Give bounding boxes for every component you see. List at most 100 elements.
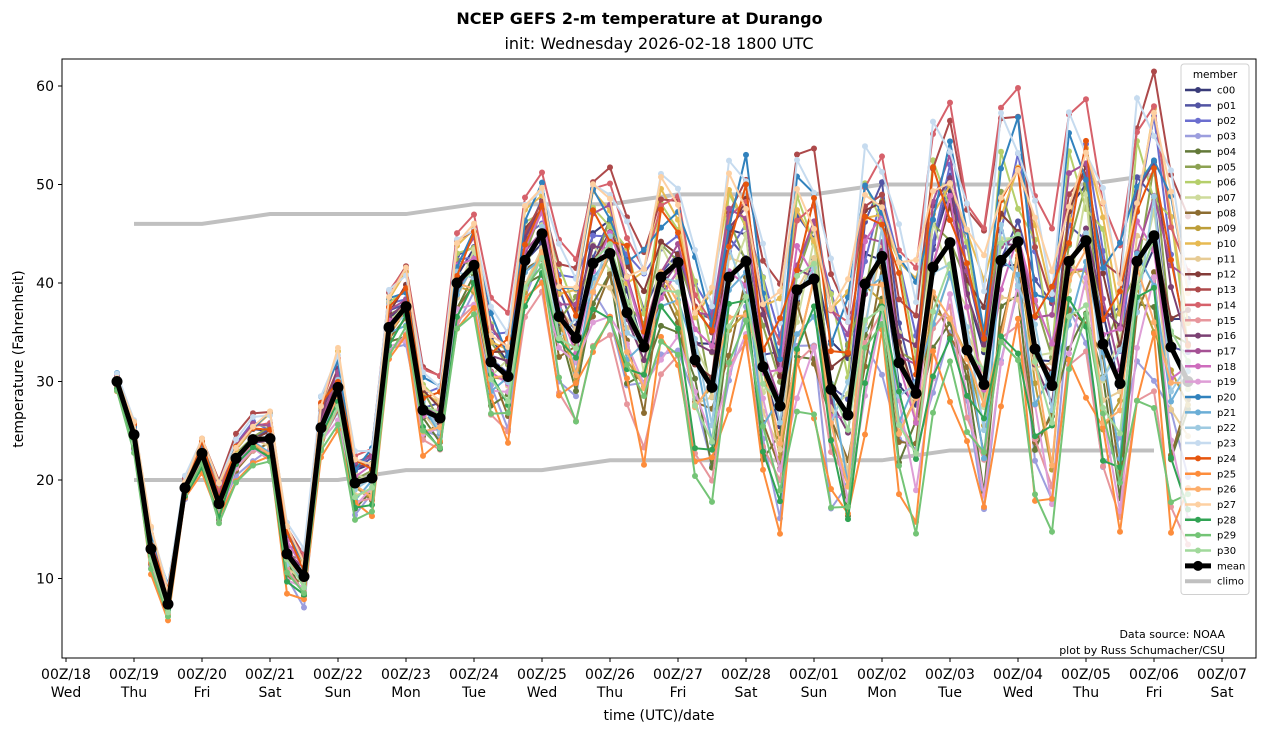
credit-annotation: plot by Russ Schumacher/CSU <box>1059 644 1225 657</box>
point-p08 <box>896 438 902 445</box>
point-p24 <box>573 312 579 319</box>
legend-item-p01: p01 <box>1185 101 1236 112</box>
point-p20 <box>1100 265 1106 272</box>
y-tick-label: 20 <box>36 473 54 489</box>
point-p24 <box>403 285 409 292</box>
point-p30 <box>794 272 800 279</box>
point-p22 <box>624 329 630 336</box>
point-p29 <box>420 427 426 434</box>
legend-item-p02: p02 <box>1185 116 1236 127</box>
point-p26 <box>896 430 902 437</box>
point-p14 <box>947 99 953 106</box>
point-p14 <box>794 217 800 224</box>
point-p27 <box>777 288 783 295</box>
point-p30 <box>1083 302 1089 309</box>
point-p24 <box>454 273 460 280</box>
x-tick-day-label: Tue <box>937 685 962 701</box>
x-tick-day-label: Tue <box>461 685 486 701</box>
point-p11 <box>607 284 613 291</box>
point-mean <box>145 543 157 555</box>
point-p27 <box>692 309 698 316</box>
point-p27 <box>794 186 800 193</box>
point-p24 <box>624 242 630 249</box>
point-p27 <box>1049 268 1055 275</box>
point-p14 <box>981 225 987 232</box>
legend-item-p24: p24 <box>1185 454 1236 465</box>
point-p29 <box>692 473 698 480</box>
point-p27 <box>760 301 766 308</box>
point-p25 <box>726 406 732 413</box>
point-mean <box>995 254 1007 266</box>
point-p27 <box>709 284 715 291</box>
point-p03 <box>1151 377 1157 384</box>
point-p25 <box>998 403 1004 410</box>
point-p12 <box>641 288 647 295</box>
legend-marker <box>1195 470 1201 477</box>
point-p20 <box>488 310 494 317</box>
point-p25 <box>505 439 511 446</box>
point-p28 <box>896 388 902 395</box>
point-p13 <box>658 196 664 203</box>
point-p26 <box>1151 319 1157 326</box>
point-p24 <box>981 335 987 342</box>
legend-label: p20 <box>1217 393 1236 404</box>
point-p28 <box>760 448 766 455</box>
legend-marker <box>1195 102 1201 109</box>
point-p16 <box>947 174 953 181</box>
point-p23 <box>794 156 800 163</box>
point-p14 <box>1151 103 1157 110</box>
point-p27 <box>964 226 970 233</box>
point-p25 <box>658 333 664 340</box>
point-p22 <box>539 223 545 230</box>
point-p28 <box>913 456 919 463</box>
point-p28 <box>845 516 851 523</box>
point-p28 <box>1066 295 1072 302</box>
point-p16 <box>1168 283 1174 290</box>
point-p25 <box>709 454 715 461</box>
point-p27 <box>607 195 613 202</box>
point-p15 <box>1100 463 1106 470</box>
point-p28 <box>675 325 681 332</box>
point-p29 <box>301 590 307 597</box>
point-p30 <box>573 345 579 352</box>
legend-marker <box>1195 547 1201 554</box>
point-p30 <box>488 376 494 383</box>
point-p25 <box>1049 495 1055 502</box>
point-p30 <box>743 293 749 300</box>
legend-label: mean <box>1217 561 1245 572</box>
point-p28 <box>454 313 460 320</box>
point-mean <box>451 277 463 289</box>
point-p23 <box>913 299 919 306</box>
point-mean <box>298 571 310 583</box>
point-p29 <box>590 344 596 351</box>
point-p28 <box>828 437 834 444</box>
point-p23 <box>947 149 953 156</box>
point-p13 <box>233 430 239 437</box>
point-p27 <box>896 259 902 266</box>
point-p27 <box>471 220 477 227</box>
point-p30 <box>505 398 511 405</box>
point-p25 <box>573 380 579 387</box>
legend-label: p07 <box>1217 193 1236 204</box>
point-p24 <box>862 213 868 220</box>
point-p23 <box>981 288 987 295</box>
point-mean <box>842 409 854 421</box>
point-p13 <box>1151 68 1157 75</box>
point-p13 <box>879 191 885 198</box>
point-p28 <box>981 415 987 422</box>
point-mean <box>281 548 293 560</box>
point-p29 <box>607 316 613 323</box>
point-p30 <box>539 254 545 261</box>
point-p23 <box>845 318 851 325</box>
point-mean <box>621 307 633 319</box>
point-p30 <box>845 426 851 433</box>
point-p19 <box>794 395 800 402</box>
x-tick-label: 00Z/22 <box>313 667 363 683</box>
x-tick-day-label: Sat <box>1211 685 1234 701</box>
point-p25 <box>284 590 290 597</box>
legend-item-p16: p16 <box>1185 331 1236 342</box>
point-p08 <box>641 409 647 416</box>
legend-marker <box>1195 225 1201 232</box>
point-p20 <box>1151 157 1157 164</box>
